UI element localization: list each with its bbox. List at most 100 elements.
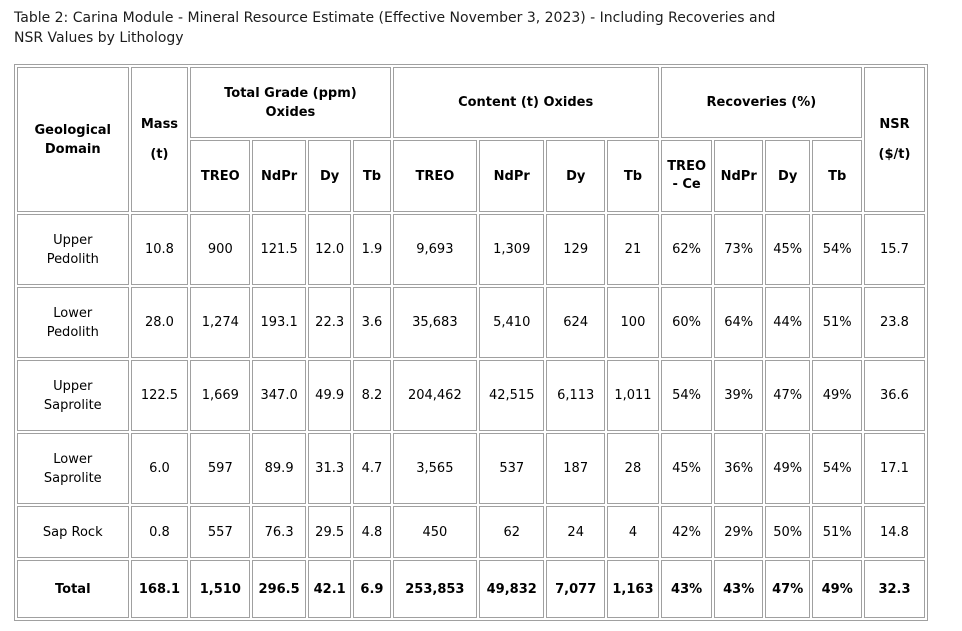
cell-content-treo: 35,683	[392, 287, 478, 358]
cell-grade-treo: 1,510	[190, 560, 251, 618]
cell-grade-treo: 1,274	[190, 287, 251, 358]
cell-recovery-ndpr: 64%	[714, 287, 763, 358]
cell-grade-treo: 1,669	[190, 360, 251, 431]
recovery-treo-ce-label: TREO - Ce	[667, 159, 706, 192]
cell-content-ndpr: 42,515	[479, 360, 545, 431]
group-header-recoveries: Recoveries (%)	[660, 67, 862, 138]
col-header-content-ndpr: NdPr	[479, 140, 545, 212]
cell-grade-dy: 42.1	[307, 560, 352, 618]
col-header-grade-treo: TREO	[190, 140, 251, 212]
domain-label: Upper Pedolith	[46, 232, 99, 267]
cell-content-tb: 100	[607, 287, 659, 358]
cell-content-tb: 1,163	[607, 560, 659, 618]
cell-content-ndpr: 537	[479, 433, 545, 504]
cell-mass: 122.5	[130, 360, 189, 431]
cell-nsr: 23.8	[863, 287, 925, 358]
domain-label: Lower Saprolite	[43, 451, 102, 486]
geological-domain-label: Geological Domain	[34, 122, 112, 157]
content-group-label: Content (t) Oxides	[458, 95, 594, 110]
cell-nsr: 14.8	[863, 506, 925, 558]
cell-content-treo: 450	[392, 506, 478, 558]
cell-grade-dy: 29.5	[307, 506, 352, 558]
cell-content-tb: 4	[607, 506, 659, 558]
cell-mass: 6.0	[130, 433, 189, 504]
cell-recovery-ndpr: 36%	[714, 433, 763, 504]
col-header-content-dy: Dy	[546, 140, 606, 212]
cell-grade-ndpr: 347.0	[252, 360, 306, 431]
nsr-unit: ($/t)	[878, 147, 911, 162]
cell-grade-treo: 597	[190, 433, 251, 504]
table-row-upper-pedolith: Upper Pedolith 10.8 900 121.5 12.0 1.9 9…	[17, 214, 925, 285]
cell-grade-tb: 8.2	[353, 360, 391, 431]
cell-recovery-dy: 47%	[764, 360, 811, 431]
cell-recovery-treo-ce: 45%	[660, 433, 713, 504]
cell-content-ndpr: 49,832	[479, 560, 545, 618]
cell-recovery-treo-ce: 54%	[660, 360, 713, 431]
table-caption-line-2: NSR Values by Lithology	[14, 30, 184, 46]
header-row-groups: Geological Domain Mass (t) Total Grade (…	[17, 67, 925, 212]
cell-recovery-ndpr: 43%	[714, 560, 763, 618]
col-header-recovery-tb: Tb	[812, 140, 862, 212]
table-caption: Table 2: Carina Module - Mineral Resourc…	[14, 8, 775, 48]
mass-label: Mass	[140, 117, 179, 132]
cell-content-tb: 28	[607, 433, 659, 504]
table-row-total: Total 168.1 1,510 296.5 42.1 6.9 253,853…	[17, 560, 925, 618]
cell-grade-ndpr: 121.5	[252, 214, 306, 285]
cell-recovery-dy: 45%	[764, 214, 811, 285]
cell-nsr: 15.7	[863, 214, 925, 285]
cell-content-treo: 9,693	[392, 214, 478, 285]
cell-recovery-tb: 51%	[812, 506, 862, 558]
cell-content-tb: 21	[607, 214, 659, 285]
cell-grade-treo: 900	[190, 214, 251, 285]
cell-nsr: 17.1	[863, 433, 925, 504]
cell-geological-domain: Lower Pedolith	[17, 287, 129, 358]
col-header-recovery-treo-ce: TREO - Ce	[660, 140, 713, 212]
col-header-content-tb: Tb	[607, 140, 659, 212]
cell-content-ndpr: 1,309	[479, 214, 545, 285]
cell-grade-tb: 4.7	[353, 433, 391, 504]
cell-recovery-ndpr: 39%	[714, 360, 763, 431]
cell-recovery-treo-ce: 62%	[660, 214, 713, 285]
group-header-content: Content (t) Oxides	[392, 67, 659, 138]
cell-content-dy: 24	[546, 506, 606, 558]
cell-grade-ndpr: 76.3	[252, 506, 306, 558]
cell-recovery-ndpr: 29%	[714, 506, 763, 558]
cell-grade-dy: 49.9	[307, 360, 352, 431]
header-row-subcolumns: TREO NdPr Dy Tb TREO NdPr Dy Tb TREO - C…	[17, 140, 925, 212]
mass-unit: (t)	[150, 147, 169, 162]
cell-total-label: Total	[17, 560, 129, 618]
cell-recovery-dy: 50%	[764, 506, 811, 558]
col-header-recovery-ndpr: NdPr	[714, 140, 763, 212]
col-header-content-treo: TREO	[392, 140, 478, 212]
cell-content-ndpr: 5,410	[479, 287, 545, 358]
cell-grade-treo: 557	[190, 506, 251, 558]
col-header-mass: Mass (t)	[130, 67, 189, 212]
table-row-sap-rock: Sap Rock 0.8 557 76.3 29.5 4.8 450 62 24…	[17, 506, 925, 558]
col-header-grade-tb: Tb	[353, 140, 391, 212]
cell-recovery-treo-ce: 60%	[660, 287, 713, 358]
domain-label: Upper Saprolite	[43, 378, 102, 413]
cell-content-ndpr: 62	[479, 506, 545, 558]
cell-mass: 0.8	[130, 506, 189, 558]
cell-content-dy: 187	[546, 433, 606, 504]
domain-label: Sap Rock	[42, 524, 103, 540]
cell-grade-tb: 3.6	[353, 287, 391, 358]
cell-content-dy: 129	[546, 214, 606, 285]
cell-grade-tb: 4.8	[353, 506, 391, 558]
cell-grade-ndpr: 193.1	[252, 287, 306, 358]
table-row-lower-saprolite: Lower Saprolite 6.0 597 89.9 31.3 4.7 3,…	[17, 433, 925, 504]
cell-content-treo: 3,565	[392, 433, 478, 504]
col-header-grade-ndpr: NdPr	[252, 140, 306, 212]
cell-grade-ndpr: 89.9	[252, 433, 306, 504]
cell-content-tb: 1,011	[607, 360, 659, 431]
cell-recovery-treo-ce: 42%	[660, 506, 713, 558]
domain-label: Lower Pedolith	[46, 305, 99, 340]
group-header-total-grade: Total Grade (ppm) Oxides	[190, 67, 391, 138]
cell-content-dy: 6,113	[546, 360, 606, 431]
cell-content-dy: 7,077	[546, 560, 606, 618]
cell-recovery-tb: 49%	[812, 560, 862, 618]
nsr-label: NSR	[879, 117, 910, 132]
cell-grade-dy: 12.0	[307, 214, 352, 285]
cell-geological-domain: Sap Rock	[17, 506, 129, 558]
